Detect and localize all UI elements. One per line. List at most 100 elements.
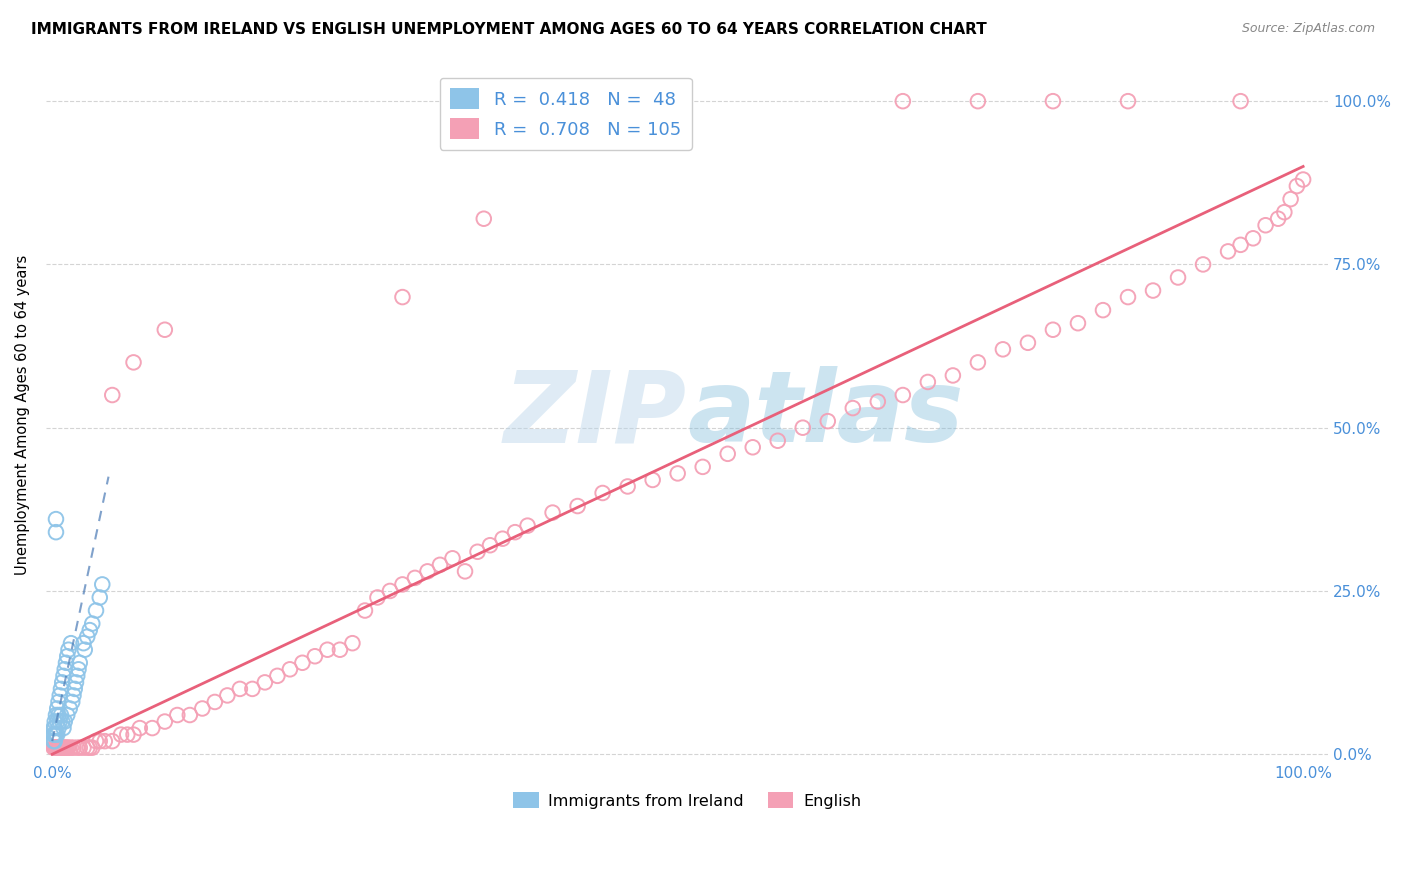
Point: [45, 728, 67, 742]
Point: [516, 518, 538, 533]
Point: [1216, 244, 1239, 259]
Point: [48, 695, 70, 709]
Point: [42, 728, 65, 742]
Point: [46, 728, 69, 742]
Point: [416, 565, 439, 579]
Point: [891, 388, 914, 402]
Point: [342, 636, 364, 650]
Point: [1042, 323, 1064, 337]
Point: [52, 721, 75, 735]
Point: [84, 734, 107, 748]
Point: [65, 675, 87, 690]
Point: [1272, 205, 1295, 219]
Point: [76, 630, 98, 644]
Point: [45, 740, 67, 755]
Point: [503, 525, 526, 540]
Point: [58, 740, 80, 755]
Point: [42, 740, 65, 755]
Point: [45, 525, 67, 540]
Point: [229, 681, 252, 696]
Point: [1167, 270, 1189, 285]
Point: [1017, 335, 1039, 350]
Point: [541, 506, 564, 520]
Point: [967, 355, 990, 369]
Point: [316, 642, 339, 657]
Point: [44, 721, 66, 735]
Point: [1116, 94, 1139, 108]
Y-axis label: Unemployment Among Ages 60 to 64 years: Unemployment Among Ages 60 to 64 years: [15, 254, 30, 574]
Point: [59, 740, 82, 755]
Point: [817, 414, 839, 428]
Point: [44, 714, 66, 729]
Point: [429, 558, 451, 572]
Point: [101, 388, 124, 402]
Point: [46, 740, 69, 755]
Point: [46, 714, 69, 729]
Point: [49, 740, 72, 755]
Point: [491, 532, 513, 546]
Point: [842, 401, 865, 416]
Point: [51, 714, 73, 729]
Point: [1254, 219, 1277, 233]
Point: [166, 708, 188, 723]
Point: [55, 656, 77, 670]
Point: [641, 473, 664, 487]
Point: [291, 656, 314, 670]
Legend: Immigrants from Ireland, English: Immigrants from Ireland, English: [506, 786, 868, 815]
Point: [53, 740, 76, 755]
Point: [53, 662, 76, 676]
Point: [404, 571, 426, 585]
Point: [391, 577, 413, 591]
Point: [204, 695, 226, 709]
Point: [67, 662, 90, 676]
Point: [60, 695, 83, 709]
Point: [917, 375, 939, 389]
Point: [366, 591, 388, 605]
Point: [91, 577, 114, 591]
Point: [567, 499, 589, 513]
Point: [48, 740, 70, 755]
Point: [122, 728, 145, 742]
Point: [42, 721, 65, 735]
Point: [79, 623, 101, 637]
Point: [792, 420, 814, 434]
Point: [48, 740, 70, 755]
Point: [89, 734, 111, 748]
Point: [1267, 211, 1289, 226]
Text: IMMIGRANTS FROM IRELAND VS ENGLISH UNEMPLOYMENT AMONG AGES 60 TO 64 YEARS CORREL: IMMIGRANTS FROM IRELAND VS ENGLISH UNEMP…: [31, 22, 987, 37]
Point: [51, 675, 73, 690]
Point: [49, 681, 72, 696]
Point: [891, 94, 914, 108]
Point: [278, 662, 301, 676]
Point: [153, 323, 176, 337]
Point: [117, 728, 139, 742]
Point: [1241, 231, 1264, 245]
Point: [48, 740, 70, 755]
Point: [1067, 316, 1090, 330]
Point: [82, 616, 104, 631]
Point: [72, 636, 94, 650]
Point: [616, 479, 638, 493]
Point: [378, 583, 401, 598]
Point: [942, 368, 965, 383]
Point: [84, 603, 107, 617]
Point: [766, 434, 789, 448]
Point: [82, 740, 104, 755]
Point: [866, 394, 889, 409]
Point: [62, 740, 84, 755]
Point: [110, 728, 132, 742]
Point: [53, 714, 76, 729]
Point: [51, 740, 73, 755]
Point: [1229, 237, 1251, 252]
Point: [717, 447, 740, 461]
Point: [391, 290, 413, 304]
Point: [48, 689, 70, 703]
Point: [354, 603, 377, 617]
Point: [76, 740, 98, 755]
Point: [79, 740, 101, 755]
Point: [56, 740, 79, 755]
Point: [991, 343, 1014, 357]
Point: [44, 728, 66, 742]
Text: ZIP: ZIP: [505, 366, 688, 463]
Text: Source: ZipAtlas.com: Source: ZipAtlas.com: [1241, 22, 1375, 36]
